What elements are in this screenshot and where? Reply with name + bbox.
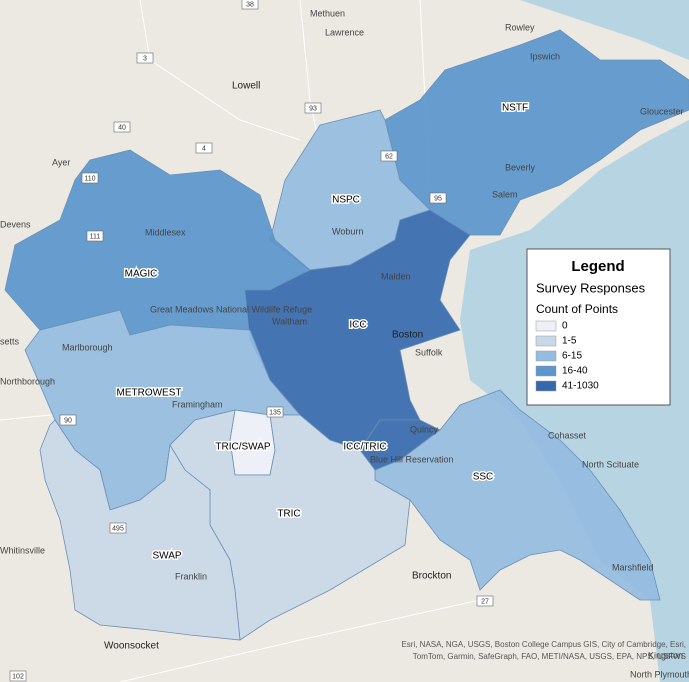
region-label: METROWEST [117,388,182,399]
route-shield [476,595,494,607]
region-label: TRIC [277,509,300,520]
place-label: Suffolk [415,347,443,357]
place-label: Lawrence [325,27,364,37]
legend-label: 0 [562,321,568,332]
route-shield [113,121,131,133]
place-label: Middlesex [145,227,186,237]
place-label: Blue Hill Reservation [370,454,454,464]
route-number: 95 [434,195,442,202]
region-label: MAGIC [125,269,158,280]
region-label: ICC/TRIC [343,442,386,453]
place-label: Boston [392,330,423,341]
legend-items: 0 1-5 6-15 16-40 41-1030 [535,320,599,392]
place-label: Ayer [52,157,70,167]
route-shield [429,192,447,204]
attribution: Esri, NASA, NGA, USGS, Boston College Ca… [401,640,686,661]
route-shield [86,230,104,242]
region-label: TRIC/SWAP [215,442,271,453]
route-shield [241,0,259,10]
route-number: 110 [84,175,95,182]
place-label: Salem [492,189,518,199]
place-label: Malden [381,271,411,281]
road [119,599,481,682]
route-shield [266,406,284,418]
route-number: 40 [118,124,126,131]
regions [4,29,689,641]
route-number: 90 [64,417,72,424]
place-label: Gloucester [640,106,684,116]
place-label: Marlborough [62,342,113,352]
route-shield [81,172,99,184]
route-number: 4 [202,145,206,152]
route-number: 27 [481,598,489,605]
route-shield [136,52,154,64]
place-label: Quincy [410,424,439,434]
legend-subtitle: Survey Responses [536,280,646,295]
region [39,419,241,641]
place-label: Cohasset [548,430,587,440]
route-shield [195,142,213,154]
legend-label: 1-5 [562,336,577,347]
place-label: Woonsocket [104,641,159,652]
place-label: setts [0,336,20,346]
legend-swatch [535,380,557,392]
region-labels: NSTF NSPC MAGIC ICC METROWEST TRIC/SWAP … [115,101,530,563]
legend-swatch [535,350,557,362]
place-label: Whitinsville [0,545,45,555]
region-label: SWAP [152,551,181,562]
region [374,389,661,601]
legend-label: 41-1030 [562,381,599,392]
place-label: North Plymouth [630,669,689,679]
place-label: Marshfield [612,562,654,572]
place-label: Beverly [505,162,536,172]
place-label: Devens [0,219,31,229]
place-label: Great Meadows National Wildlife Refuge [150,304,312,314]
region-label: SSC [473,472,494,483]
place-label: Woburn [332,226,363,236]
legend-swatch [535,335,557,347]
legend-label: 6-15 [562,351,582,362]
legend-swatch [535,320,557,332]
place-label: Northborough [0,376,55,386]
legend-swatch [535,365,557,377]
road [139,0,301,141]
route-shield [59,414,77,426]
region-label: NSTF [502,103,528,114]
route-shield [109,522,127,534]
route-number: 135 [269,409,281,416]
place-label: Kingston [648,650,683,660]
route-number: 102 [12,673,24,680]
route-number: 3 [143,55,147,62]
region-label: ICC [349,320,366,331]
place-label: Ipswich [530,51,560,61]
route-number: 111 [90,233,101,240]
place-labels: Methuen Lawrence Rowley Ipswich Lowell A… [0,8,689,679]
legend-field: Count of Points [536,302,618,316]
route-number: 62 [385,153,393,160]
place-label: Rowley [505,22,535,32]
route-number: 93 [309,105,317,112]
route-shield [380,150,398,162]
route-shield [9,670,27,682]
legend-label: 16-40 [562,366,588,377]
place-label: Waltham [272,316,307,326]
place-label: Franklin [175,571,207,581]
place-label: Lowell [232,81,260,92]
place-label: Brockton [412,571,451,582]
place-label: Methuen [310,8,345,18]
route-number: 495 [112,525,124,532]
route-shield [304,102,322,114]
route-number: 38 [246,1,254,8]
route-shields: 38 3 93 40 4 110 111 62 95 90 135 495 27 102 [9,0,494,682]
place-label: Framingham [172,399,223,409]
place-label: North Scituate [582,459,639,469]
legend: Legend Survey Responses Count of Points … [526,248,671,406]
legend-title: Legend [571,258,624,275]
region-label: NSPC [332,195,360,206]
